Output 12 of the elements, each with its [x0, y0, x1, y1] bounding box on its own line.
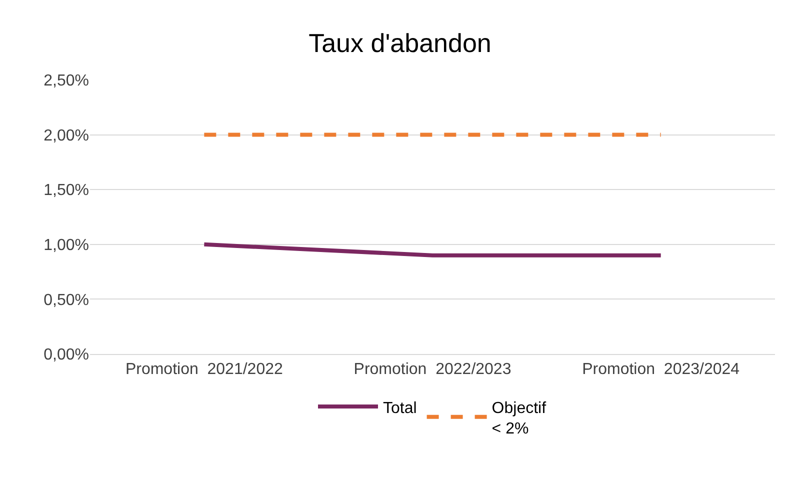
chart-title: Taux d'abandon	[308, 28, 492, 58]
x-tick-label: Promotion 2022/2023	[354, 361, 512, 378]
y-tick-label: 2,50%	[44, 72, 89, 90]
y-tick-label: 1,00%	[44, 237, 89, 254]
y-tick-label: 1,50%	[44, 182, 89, 200]
legend-label: Total	[383, 400, 417, 417]
y-tick-label: 0,50%	[44, 292, 89, 309]
y-tick-label: 0,00%	[44, 346, 89, 364]
y-tick-label: 2,00%	[44, 127, 89, 144]
x-tick-label: Promotion 2023/2024	[582, 361, 740, 378]
legend-label: Objectif < 2%	[492, 400, 547, 438]
x-tick-label: Promotion 2021/2022	[125, 361, 283, 378]
